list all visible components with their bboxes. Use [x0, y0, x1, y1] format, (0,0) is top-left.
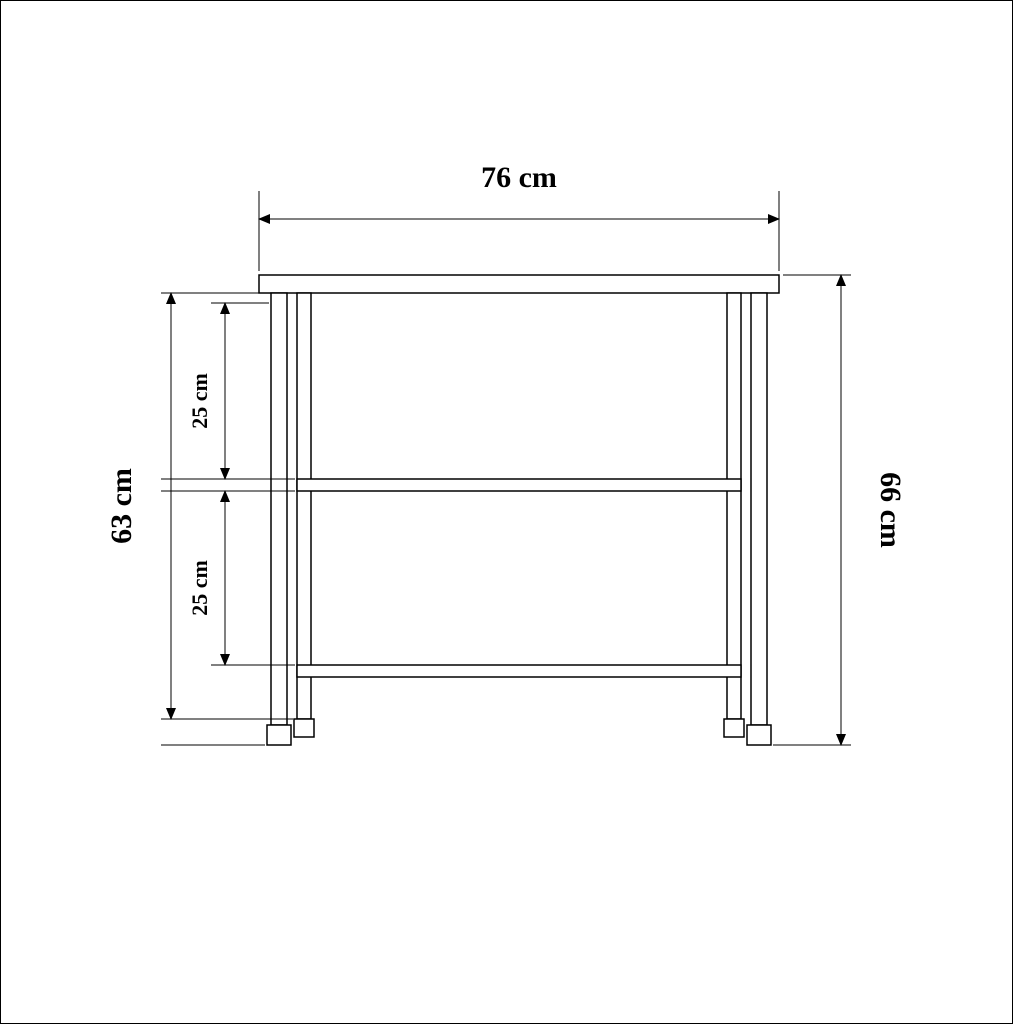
top-panel	[259, 275, 779, 293]
leg-back-right	[727, 293, 741, 719]
dim-seg-lower-label: 25 cm	[187, 560, 212, 616]
dim-width-top-label: 76 cm	[481, 161, 557, 194]
drawing-page: 76 cm 66 cm 63 cm 25 cm 25 cm	[0, 0, 1013, 1024]
leg-front-right	[751, 293, 767, 725]
foot-front-right	[747, 725, 771, 745]
leg-front-left	[271, 293, 287, 725]
shelf-bottom	[297, 665, 741, 677]
leg-back-left	[297, 293, 311, 719]
dim-height-left-label: 63 cm	[105, 468, 138, 544]
dim-seg-upper-label: 25 cm	[187, 373, 212, 429]
furniture	[259, 275, 779, 745]
dim-height-right	[773, 275, 851, 745]
foot-back-right	[724, 719, 744, 737]
shelf-mid	[297, 479, 741, 491]
foot-back-left	[294, 719, 314, 737]
dim-width-top	[259, 191, 779, 271]
technical-drawing: 76 cm 66 cm 63 cm 25 cm 25 cm	[1, 1, 1012, 1023]
dim-height-right-label: 66 cm	[874, 472, 907, 548]
foot-front-left	[267, 725, 291, 745]
